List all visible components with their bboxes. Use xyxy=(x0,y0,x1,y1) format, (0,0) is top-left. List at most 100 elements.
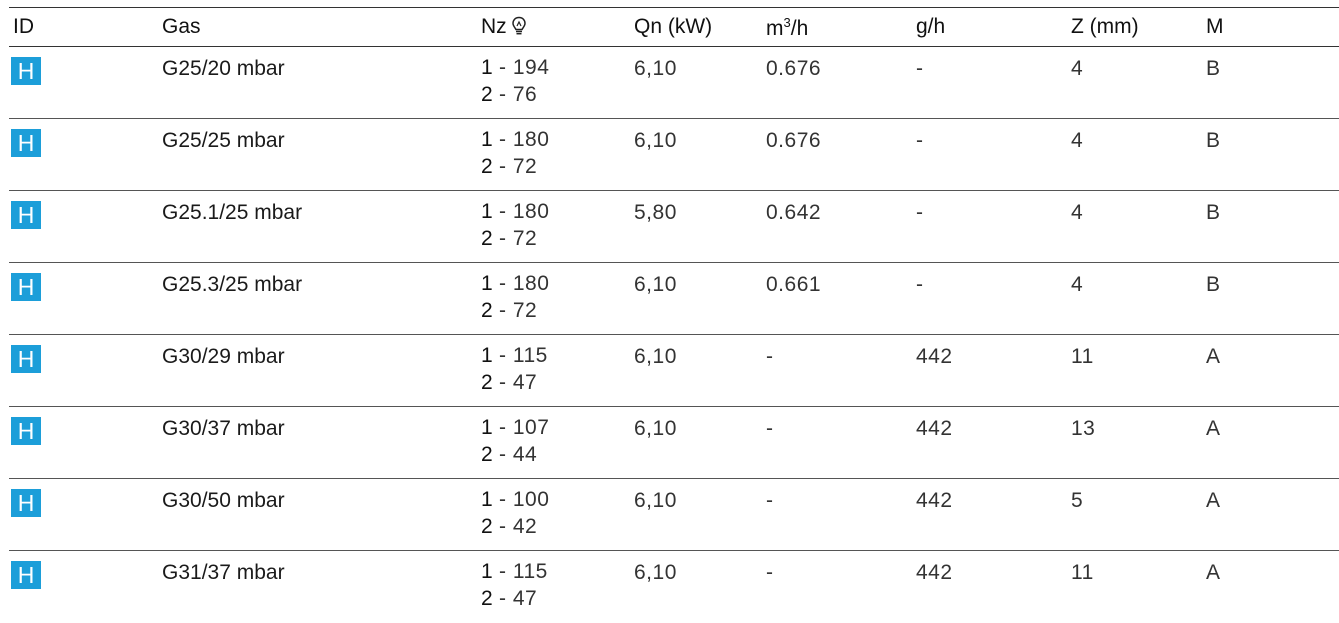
header-nz-label: Nz xyxy=(481,15,507,38)
m-cell: B xyxy=(1206,129,1221,152)
nz-index: 2 xyxy=(481,155,493,178)
nz-index: 1 xyxy=(481,56,493,79)
m3h-cell: 0.642 xyxy=(766,201,822,224)
gh-cell: 442 xyxy=(916,345,953,368)
qn-cell: 6,10 xyxy=(634,273,677,296)
nz-value: - 47 xyxy=(492,587,538,610)
header-m3h: m3/h xyxy=(766,15,808,41)
nz-value: - 115 xyxy=(492,560,548,583)
m3h-cell: - xyxy=(766,417,774,440)
gas-cell: G30/29 mbar xyxy=(162,345,285,368)
nz-index: 2 xyxy=(481,299,493,322)
nz-index: 1 xyxy=(481,416,493,439)
nz-value: - 42 xyxy=(492,515,538,538)
m-cell: B xyxy=(1206,201,1221,224)
id-badge: H xyxy=(11,345,41,373)
id-badge: H xyxy=(11,417,41,445)
m-cell: A xyxy=(1206,345,1221,368)
nz-line-2: 2 - 72 xyxy=(481,153,549,180)
nz-value: - 44 xyxy=(492,443,538,466)
table-row: H G30/50 mbar 1 - 100 2 - 42 6,10 - 442 … xyxy=(9,479,1339,551)
z-cell: 4 xyxy=(1071,129,1084,152)
gh-cell: - xyxy=(916,273,924,296)
m3h-cell: 0.676 xyxy=(766,57,822,80)
nz-index: 2 xyxy=(481,227,493,250)
m3h-cell: 0.676 xyxy=(766,129,822,152)
nz-line-2: 2 - 42 xyxy=(481,513,549,540)
m-cell: A xyxy=(1206,417,1221,440)
nz-line-2: 2 - 47 xyxy=(481,369,548,396)
nz-cell: 1 - 115 2 - 47 xyxy=(481,342,548,396)
id-badge: H xyxy=(11,561,41,589)
gas-table: ID Gas Nz Qn (kW) m3/h g/h Z (mm) M H G2… xyxy=(9,7,1339,623)
nz-cell: 1 - 100 2 - 42 xyxy=(481,486,549,540)
header-nz: Nz xyxy=(481,15,527,42)
header-m3h-unit: /h xyxy=(790,17,809,40)
nz-index: 1 xyxy=(481,488,493,511)
nz-cell: 1 - 180 2 - 72 xyxy=(481,270,549,324)
nz-cell: 1 - 194 2 - 76 xyxy=(481,54,549,108)
nz-index: 1 xyxy=(481,200,493,223)
nz-index: 2 xyxy=(481,443,493,466)
table-header: ID Gas Nz Qn (kW) m3/h g/h Z (mm) M xyxy=(9,7,1339,47)
z-cell: 4 xyxy=(1071,57,1084,80)
gas-cell: G25.3/25 mbar xyxy=(162,273,303,296)
table-row: H G30/29 mbar 1 - 115 2 - 47 6,10 - 442 … xyxy=(9,335,1339,407)
nz-value: - 180 xyxy=(492,272,550,295)
qn-cell: 6,10 xyxy=(634,561,677,584)
nz-value: - 180 xyxy=(492,128,550,151)
nz-value: - 72 xyxy=(492,299,538,322)
z-cell: 4 xyxy=(1071,273,1084,296)
m-cell: B xyxy=(1206,57,1221,80)
qn-cell: 6,10 xyxy=(634,489,677,512)
nz-line-1: 1 - 180 xyxy=(481,270,549,297)
nz-line-1: 1 - 180 xyxy=(481,126,549,153)
nz-line-1: 1 - 194 xyxy=(481,54,549,81)
table-row: H G30/37 mbar 1 - 107 2 - 44 6,10 - 442 … xyxy=(9,407,1339,479)
nz-index: 1 xyxy=(481,560,493,583)
nz-cell: 1 - 180 2 - 72 xyxy=(481,126,549,180)
qn-cell: 6,10 xyxy=(634,417,677,440)
gh-cell: - xyxy=(916,201,924,224)
gas-cell: G25.1/25 mbar xyxy=(162,201,303,224)
qn-cell: 6,10 xyxy=(634,129,677,152)
nz-value: - 100 xyxy=(492,488,550,511)
gas-cell: G25/20 mbar xyxy=(162,57,285,80)
gh-cell: 442 xyxy=(916,417,953,440)
gh-cell: 442 xyxy=(916,489,953,512)
m3h-cell: - xyxy=(766,489,774,512)
gh-cell: - xyxy=(916,57,924,80)
qn-cell: 5,80 xyxy=(634,201,677,224)
nz-index: 2 xyxy=(481,515,493,538)
gas-cell: G25/25 mbar xyxy=(162,129,285,152)
nz-line-1: 1 - 115 xyxy=(481,558,548,585)
z-cell: 11 xyxy=(1071,345,1094,368)
m3h-cell: 0.661 xyxy=(766,273,822,296)
table-row: H G31/37 mbar 1 - 115 2 - 47 6,10 - 442 … xyxy=(9,551,1339,623)
z-cell: 13 xyxy=(1071,417,1096,440)
table-body: H G25/20 mbar 1 - 194 2 - 76 6,10 0.676 … xyxy=(9,47,1339,623)
nz-index: 2 xyxy=(481,371,493,394)
m3h-cell: - xyxy=(766,561,774,584)
table-row: H G25/25 mbar 1 - 180 2 - 72 6,10 0.676 … xyxy=(9,119,1339,191)
id-badge: H xyxy=(11,489,41,517)
nz-value: - 107 xyxy=(492,416,550,439)
nz-value: - 72 xyxy=(492,227,538,250)
m-cell: A xyxy=(1206,561,1221,584)
gh-cell: - xyxy=(916,129,924,152)
nz-value: - 76 xyxy=(492,83,538,106)
nz-line-1: 1 - 100 xyxy=(481,486,549,513)
nz-value: - 115 xyxy=(492,344,548,367)
gh-cell: 442 xyxy=(916,561,953,584)
header-gas: Gas xyxy=(162,15,201,38)
nz-cell: 1 - 107 2 - 44 xyxy=(481,414,549,468)
nz-value: - 180 xyxy=(492,200,550,223)
m-cell: A xyxy=(1206,489,1221,512)
nz-index: 2 xyxy=(481,587,493,610)
id-badge: H xyxy=(11,201,41,229)
m3h-cell: - xyxy=(766,345,774,368)
nz-value: - 72 xyxy=(492,155,538,178)
header-z: Z (mm) xyxy=(1071,15,1139,38)
nz-line-2: 2 - 72 xyxy=(481,297,549,324)
z-cell: 4 xyxy=(1071,201,1084,224)
